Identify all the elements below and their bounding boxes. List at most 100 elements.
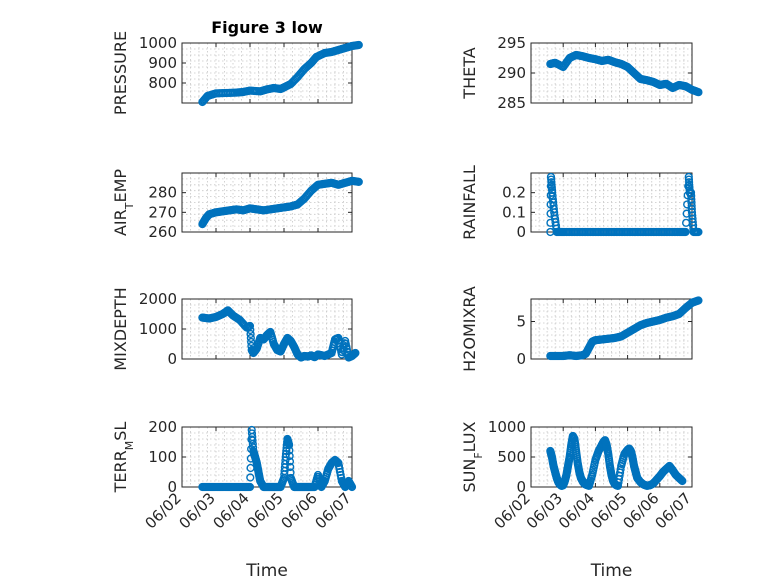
x-tick-label: 06/07 xyxy=(652,489,695,532)
data-point xyxy=(354,40,363,50)
y-tick-label: 1000 xyxy=(488,418,526,436)
y-tick-label: 0 xyxy=(516,350,526,368)
y-tick-label: 0 xyxy=(516,223,526,241)
y-tick-label: 2000 xyxy=(139,290,177,308)
data-point-interp xyxy=(684,175,694,184)
y-axis-label: H2OMIXRA xyxy=(460,286,479,372)
data-points xyxy=(546,50,703,97)
data-points xyxy=(198,176,363,229)
x-tick-label: 06/05 xyxy=(587,489,630,532)
y-tick-label: 0 xyxy=(516,478,526,496)
y-tick-label: 290 xyxy=(497,64,526,82)
grid xyxy=(181,172,353,233)
data-point-interp xyxy=(247,337,256,347)
data-point-interp xyxy=(683,200,692,209)
x-tick-label: 06/04 xyxy=(555,489,598,532)
y-tick-label: 900 xyxy=(148,54,177,72)
data-point-interp xyxy=(285,446,294,455)
axes-frame xyxy=(181,42,353,104)
data-points xyxy=(198,306,360,362)
data-point xyxy=(694,88,703,97)
h2o-mixratio-panel: 0 5 H2OMIXRA xyxy=(460,286,703,372)
y-tick-label: 200 xyxy=(148,418,177,436)
data-point xyxy=(281,452,290,462)
y-tick-label: 800 xyxy=(148,74,177,92)
data-point-interp xyxy=(285,451,294,461)
data-point xyxy=(347,482,357,492)
y-axis-label: THETA xyxy=(460,47,479,99)
y-tick-label: 0.2 xyxy=(502,184,526,202)
x-tick-label: 06/02 xyxy=(491,489,534,532)
x-tick-label: 06/07 xyxy=(312,489,355,532)
axes-frame xyxy=(530,298,693,360)
data-point-interp xyxy=(246,325,255,335)
y-tick-label: 270 xyxy=(148,203,177,221)
x-axis-label: Time xyxy=(590,561,633,581)
data-points xyxy=(546,296,703,361)
x-tick-label: 06/03 xyxy=(176,489,219,532)
y-axis-label: MIXDEPTH xyxy=(111,287,130,370)
data-point xyxy=(285,440,294,450)
y-tick-label: 0 xyxy=(167,478,177,496)
data-point-interp xyxy=(547,185,557,195)
rainfall-panel: 0 0.10.2 RAINFALL xyxy=(460,165,703,241)
grid xyxy=(530,42,693,104)
y-axis-label: AIRTEMP xyxy=(111,169,136,236)
x-tick-label: 06/03 xyxy=(523,489,566,532)
data-point xyxy=(245,321,255,331)
x-axis-label: Time xyxy=(245,561,288,581)
data-points xyxy=(546,431,687,490)
theta-panel: 285 290 295 THETA xyxy=(460,34,703,112)
x-tick-label: 06/06 xyxy=(619,489,662,532)
data-points xyxy=(198,425,357,492)
y-tick-label: 0.1 xyxy=(502,203,526,221)
data-point-interp xyxy=(246,333,255,343)
x-tick-label: 06/06 xyxy=(278,489,321,532)
data-point-interp xyxy=(286,462,295,472)
data-point-interp xyxy=(616,465,625,474)
y-tick-label: 5 xyxy=(516,313,526,331)
y-tick-label: 280 xyxy=(148,184,177,202)
y-tick-label: 500 xyxy=(497,448,526,466)
y-tick-label: 1000 xyxy=(139,320,177,338)
data-point xyxy=(354,177,363,186)
data-point-interp xyxy=(246,463,255,473)
y-axis-label: SUNFLUX xyxy=(460,421,485,492)
x-tick-label: 06/05 xyxy=(244,489,287,532)
data-point-interp xyxy=(685,180,694,189)
data-point-interp xyxy=(685,178,694,187)
pressure-panel: 800 900 1000 PRESSURE Figure 3 low xyxy=(111,18,363,115)
data-point xyxy=(351,348,360,358)
y-tick-label: 100 xyxy=(148,448,177,466)
y-tick-label: 295 xyxy=(497,34,526,52)
data-point xyxy=(681,227,690,237)
y-tick-label: 0 xyxy=(167,350,177,368)
grid xyxy=(181,298,353,360)
data-point xyxy=(546,172,556,182)
data-point xyxy=(694,296,703,305)
data-point-interp xyxy=(285,457,295,466)
y-axis-label: TERRMSL xyxy=(111,422,136,494)
y-tick-label: 260 xyxy=(148,223,177,241)
data-point xyxy=(694,227,703,237)
data-points xyxy=(546,172,703,237)
data-points xyxy=(198,40,363,107)
x-tick-label: 06/02 xyxy=(142,489,185,532)
data-point xyxy=(678,476,687,486)
y-tick-label: 285 xyxy=(497,94,526,112)
data-point-interp xyxy=(681,218,691,227)
y-axis-label: PRESSURE xyxy=(111,31,130,115)
data-point-interp xyxy=(547,180,556,189)
axes-frame xyxy=(181,172,353,233)
y-axis-label: RAINFALL xyxy=(460,165,479,240)
grid xyxy=(530,298,693,360)
data-point-interp xyxy=(246,473,255,482)
grid xyxy=(181,42,353,104)
data-point-interp xyxy=(547,175,556,184)
data-point xyxy=(245,482,255,492)
data-point xyxy=(684,172,693,182)
mixdepth-panel: 0 1000 2000 MIXDEPTH xyxy=(111,287,360,371)
